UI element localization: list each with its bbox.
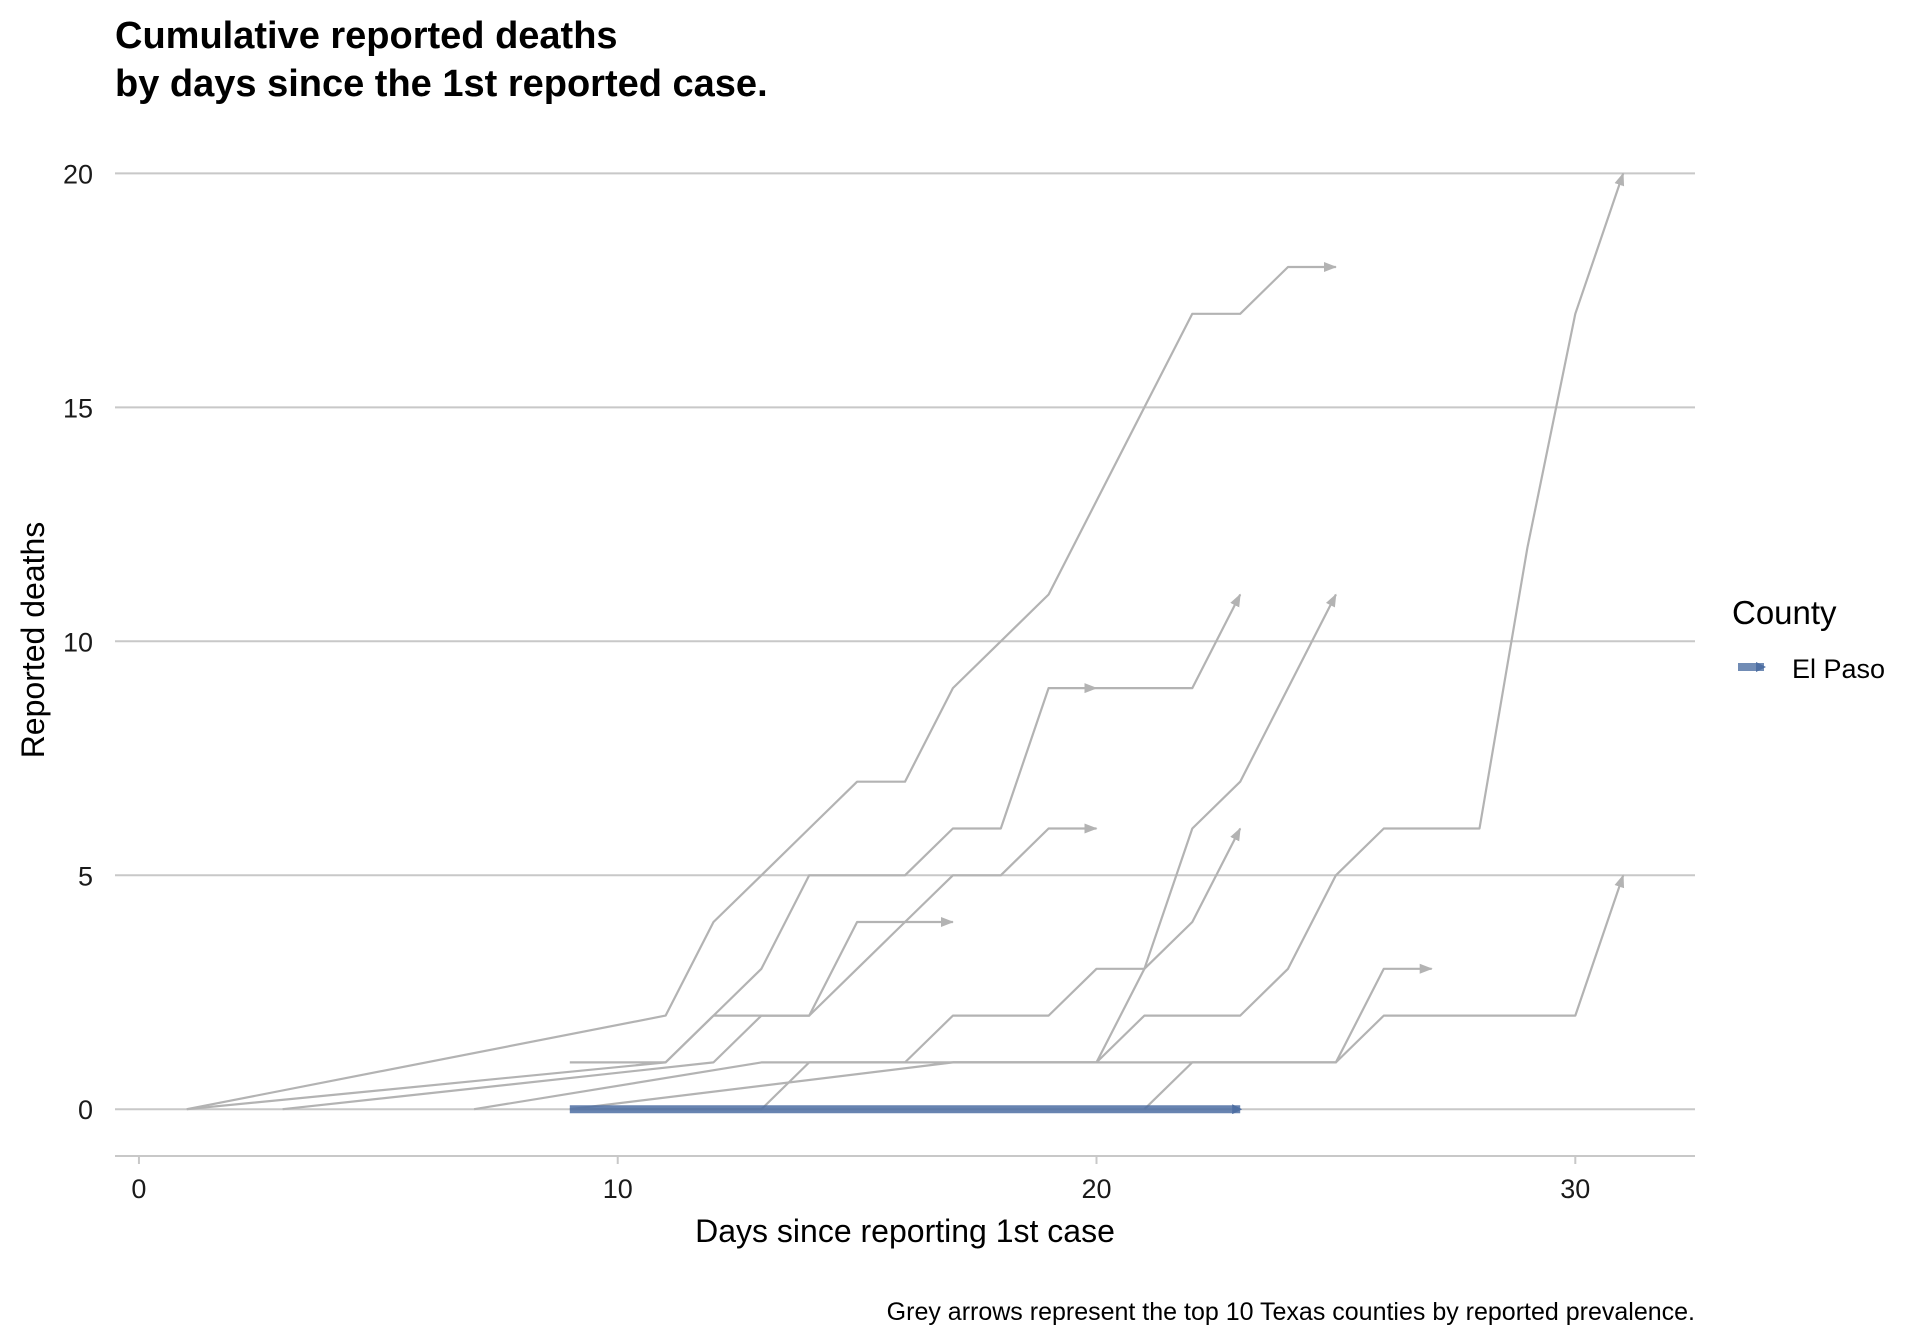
y-axis-title: Reported deaths	[15, 522, 51, 759]
y-tick-label-0: 0	[78, 1095, 93, 1125]
chart-caption: Grey arrows represent the top 10 Texas c…	[887, 1298, 1695, 1326]
series-line-county-5	[282, 917, 954, 1111]
x-tick-label-20: 20	[1081, 1174, 1111, 1204]
y-tick-label-15: 15	[63, 393, 93, 423]
legend-title: County	[1732, 594, 1837, 631]
series-line-county-1	[186, 262, 1337, 1111]
legend: County El Paso	[1732, 594, 1885, 684]
legend-label-el-paso: El Paso	[1792, 654, 1885, 684]
x-tick-label-0: 0	[131, 1174, 146, 1204]
series-line-county-9	[1143, 963, 1433, 1110]
x-axis-ticks: 0 10 20 30	[131, 1156, 1590, 1204]
x-tick-label-30: 30	[1560, 1174, 1590, 1204]
series-line-county-3	[1096, 593, 1242, 690]
y-tick-label-20: 20	[63, 159, 93, 189]
series-line-county-4	[186, 823, 1098, 1111]
y-tick-label-5: 5	[78, 861, 93, 891]
series-line-county-7	[569, 593, 1337, 1111]
chart-title-line-2: by days since the 1st reported case.	[115, 63, 768, 105]
x-axis-title: Days since reporting 1st case	[695, 1213, 1115, 1249]
background-county-series	[186, 172, 1625, 1111]
gridlines	[115, 172, 1695, 1111]
y-tick-label-10: 10	[63, 627, 93, 657]
y-axis-ticks: 0 5 10 15 20	[63, 159, 93, 1125]
series-line-county-6	[473, 827, 1242, 1111]
x-tick-label-10: 10	[603, 1174, 633, 1204]
chart-title: Cumulative reported deaths by days since…	[115, 15, 768, 105]
chart-title-line-1: Cumulative reported deaths	[115, 15, 618, 57]
series-line-county-10	[952, 874, 1625, 1064]
